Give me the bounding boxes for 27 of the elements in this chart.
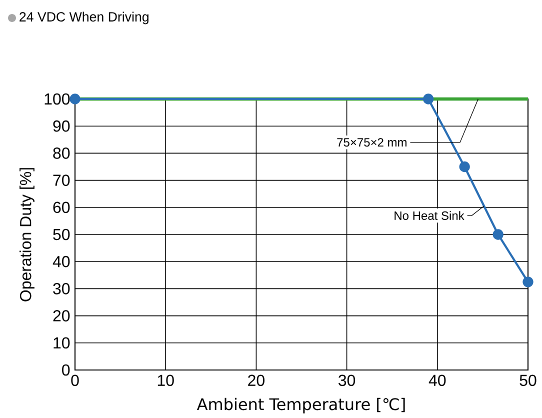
- x-tick-label: 30: [338, 374, 356, 386]
- x-tick-label: 20: [248, 374, 264, 386]
- point: [70, 94, 80, 104]
- y-tick-label: 60: [53, 202, 70, 214]
- text: 75×75×2 mm: [337, 138, 406, 147]
- point: [459, 162, 470, 172]
- point: [522, 276, 534, 288]
- point: [423, 94, 434, 104]
- y-tick-label: 50: [53, 228, 70, 240]
- y-tick-label: 30: [53, 283, 70, 294]
- y-tick-label: 40: [52, 256, 70, 268]
- y-tick-label: 90: [53, 120, 70, 132]
- x-axis-title: Ambient Temperature [℃]: [196, 398, 405, 414]
- y-tick-label: 70: [53, 174, 70, 186]
- series-label: No Heat Sink: [394, 211, 464, 220]
- x-tick-label: 50: [520, 374, 536, 386]
- y-tick-label: 10: [54, 337, 70, 349]
- y-tick-label: 100: [44, 93, 70, 105]
- y-tick-label: 0: [62, 364, 70, 376]
- y-axis-title: Operation Duty [%]: [20, 168, 34, 302]
- chart-title: 24 VDC When Driving: [20, 12, 148, 24]
- y-tick-label: 20: [53, 310, 70, 322]
- x-tick-label: 0: [71, 374, 79, 386]
- x-tick-label: 10: [158, 374, 174, 386]
- point: [492, 229, 504, 240]
- x-tick-label: 40: [428, 374, 446, 386]
- y-tick-label: 80: [53, 148, 70, 159]
